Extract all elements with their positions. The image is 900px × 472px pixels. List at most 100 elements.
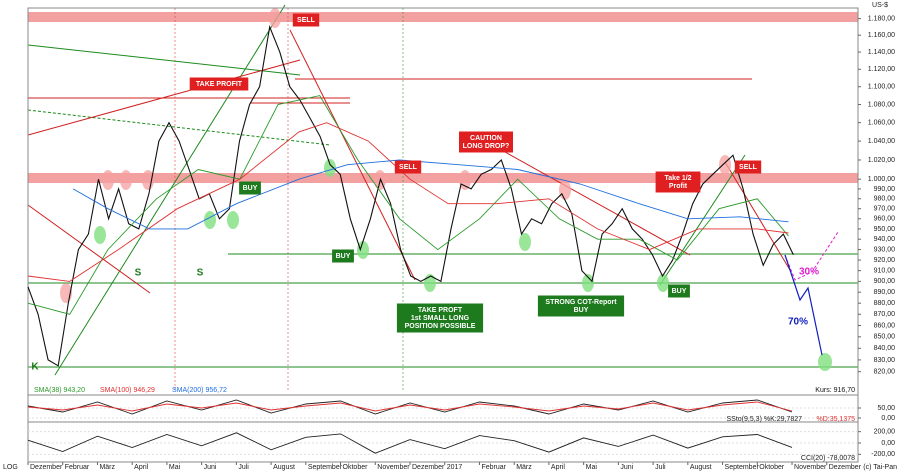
annotation-box — [668, 284, 690, 298]
y-tick-label: -200,00 — [871, 451, 895, 458]
y-tick-label: 920,00 — [874, 257, 896, 264]
highlight — [582, 274, 594, 292]
annotation: SELL — [292, 13, 320, 27]
y-tick-label: 990,00 — [874, 186, 896, 193]
y-tick-label: 0,00 — [881, 440, 895, 447]
highlight — [142, 170, 154, 190]
highlight — [818, 353, 832, 371]
highlight — [719, 155, 731, 175]
highlight — [269, 8, 281, 28]
legend-entry: SMA(38) 943,20 — [34, 387, 85, 394]
support-band — [28, 173, 858, 183]
x-tick-label: September — [308, 464, 343, 471]
y-tick-label: 830,00 — [874, 357, 896, 364]
y-tick-label: 950,00 — [874, 226, 896, 233]
highlight — [657, 274, 669, 292]
scale-label: LOG — [3, 464, 18, 471]
indicator-line — [27, 399, 793, 415]
annotation: SELL — [394, 160, 422, 174]
annotation-text: BUY — [574, 307, 589, 314]
y-tick-label: 970,00 — [874, 206, 896, 213]
indicator-line — [72, 159, 789, 230]
trend-line — [724, 161, 791, 271]
y-tick-label: 880,00 — [874, 300, 896, 307]
annotation-text: BUY — [672, 288, 687, 295]
y-tick-label: 1.140,00 — [868, 49, 895, 56]
trend-line — [27, 59, 301, 136]
x-tick-label: Juli — [655, 464, 666, 471]
annotation-box — [332, 249, 354, 263]
x-tick-label: September — [725, 464, 760, 471]
highlight — [102, 170, 114, 190]
annotation-text: CAUTION — [470, 135, 502, 142]
annotation-text: STRONG COT-Report — [545, 299, 617, 306]
trend-line — [54, 4, 286, 376]
annotation-text: K — [31, 362, 39, 373]
annotation-text: TAKE PROFIT — [196, 81, 243, 88]
x-tick-label: Mai — [169, 464, 181, 471]
annotation-text: SELL — [297, 17, 316, 24]
annotation-text: S — [135, 268, 142, 279]
annotation-box — [189, 77, 249, 91]
annotation-text: BUY — [243, 185, 258, 192]
annotation: BUY — [668, 284, 690, 298]
x-tick-label: August — [273, 464, 295, 471]
x-tick-label: April — [551, 464, 565, 471]
annotation-text: Take 1/2 — [664, 175, 691, 182]
x-tick-label: Dezember — [30, 464, 63, 471]
trend-line — [504, 151, 691, 256]
x-tick-label: November — [377, 464, 410, 471]
trend-line — [659, 154, 746, 286]
annotation: BUY — [332, 249, 354, 263]
annotation-box — [655, 171, 701, 193]
legend-entry: %D:35,1375 — [816, 416, 855, 423]
annotation-text: LONG DROP? — [463, 143, 510, 150]
highlight — [94, 226, 106, 244]
x-tick-label: Dezember — [412, 464, 445, 471]
annotation-text: S — [197, 268, 204, 279]
annotation-text: 70% — [788, 317, 808, 328]
annotation-box — [734, 160, 762, 174]
annotation-box — [396, 303, 484, 333]
trend-line — [27, 109, 331, 146]
annotation: K — [31, 362, 39, 373]
annotation-text: Profit — [669, 183, 688, 190]
annotation: TAKE PROFIT — [189, 77, 249, 91]
y-tick-label: 1.040,00 — [868, 138, 895, 145]
annotation-text: SELL — [739, 164, 758, 171]
highlight — [120, 170, 132, 190]
y-tick-label: 1.120,00 — [868, 66, 895, 73]
legend-entry: CCI(20) -78,0078 — [801, 455, 855, 462]
highlight — [357, 241, 369, 259]
resistance-band — [28, 12, 858, 22]
y-tick-label: 1.000,00 — [868, 176, 895, 183]
highlight — [559, 180, 571, 200]
y-tick-label: 820,00 — [874, 369, 896, 376]
price-line — [27, 24, 794, 367]
x-tick-label: Juli — [238, 464, 249, 471]
y-tick-label: 1.080,00 — [868, 101, 895, 108]
highlight — [324, 159, 336, 177]
highlight — [519, 233, 531, 251]
x-tick-label: Juni — [620, 464, 633, 471]
projection — [784, 231, 839, 281]
annotation-text: 30% — [799, 267, 819, 278]
y-tick-label: 850,00 — [874, 334, 896, 341]
indicator-line — [27, 122, 789, 282]
x-tick-label: 2017 — [447, 464, 463, 471]
annotation: 30% — [799, 267, 819, 278]
y-tick-label: 1.100,00 — [868, 84, 895, 91]
x-tick-label: Juni — [204, 464, 217, 471]
x-tick-label: März — [516, 464, 532, 471]
y-tick-label: 870,00 — [874, 311, 896, 318]
y-tick-label: 0,00 — [881, 415, 895, 422]
y-tick-label: 960,00 — [874, 216, 896, 223]
annotation-box — [394, 160, 422, 174]
annotation: 70% — [788, 317, 808, 328]
indicator-line — [27, 432, 793, 454]
